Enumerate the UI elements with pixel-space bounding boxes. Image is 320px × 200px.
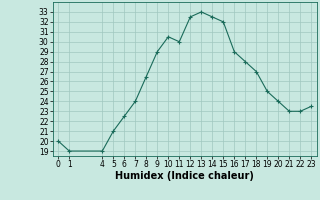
X-axis label: Humidex (Indice chaleur): Humidex (Indice chaleur) [116, 171, 254, 181]
